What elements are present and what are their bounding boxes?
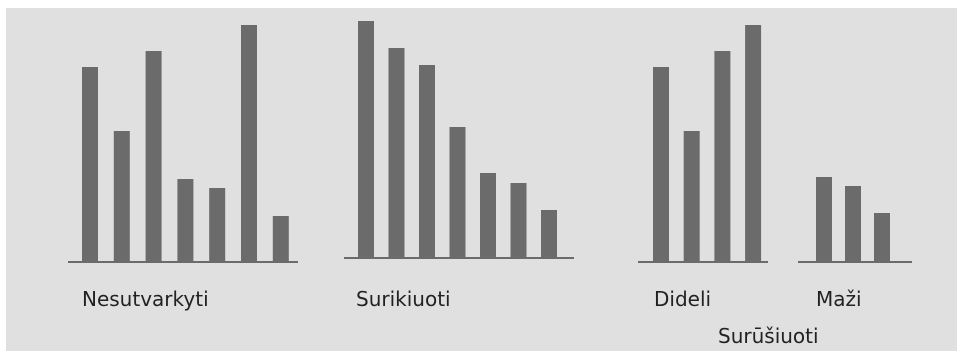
bar-big-1 [653, 67, 669, 261]
bar-unsorted-6 [241, 25, 257, 261]
bar-diagram: Nesutvarkyti Surikiuoti Dideli Maži Surū… [68, 21, 912, 348]
bar-sorted-5 [480, 173, 496, 257]
bar-big-3 [714, 51, 731, 261]
bar-unsorted-7 [272, 216, 289, 261]
bar-big-4 [745, 25, 762, 261]
bar-sorted-7 [541, 210, 557, 257]
bar-sorted-6 [510, 183, 527, 257]
bar-small-3 [874, 213, 890, 261]
bar-small-2 [845, 186, 861, 261]
bar-unsorted-1 [82, 67, 98, 261]
label-sorted: Surikiuoti [356, 287, 451, 311]
label-small: Maži [816, 287, 862, 311]
diagram-panel: Nesutvarkyti Surikiuoti Dideli Maži Surū… [6, 8, 957, 351]
bar-unsorted-5 [209, 188, 226, 261]
bar-small-1 [816, 177, 832, 261]
bar-sorted-4 [449, 127, 466, 257]
bar-unsorted-4 [177, 179, 194, 261]
bar-big-2 [683, 131, 700, 261]
label-sorted-categories: Surūšiuoti [718, 324, 819, 348]
bar-unsorted-2 [113, 131, 130, 261]
label-unsorted: Nesutvarkyti [82, 287, 209, 311]
label-big: Dideli [654, 287, 711, 311]
bar-sorted-3 [419, 65, 435, 257]
bars [82, 21, 890, 261]
bar-sorted-2 [388, 48, 405, 257]
bar-unsorted-3 [145, 51, 162, 261]
bar-sorted-1 [358, 21, 374, 257]
